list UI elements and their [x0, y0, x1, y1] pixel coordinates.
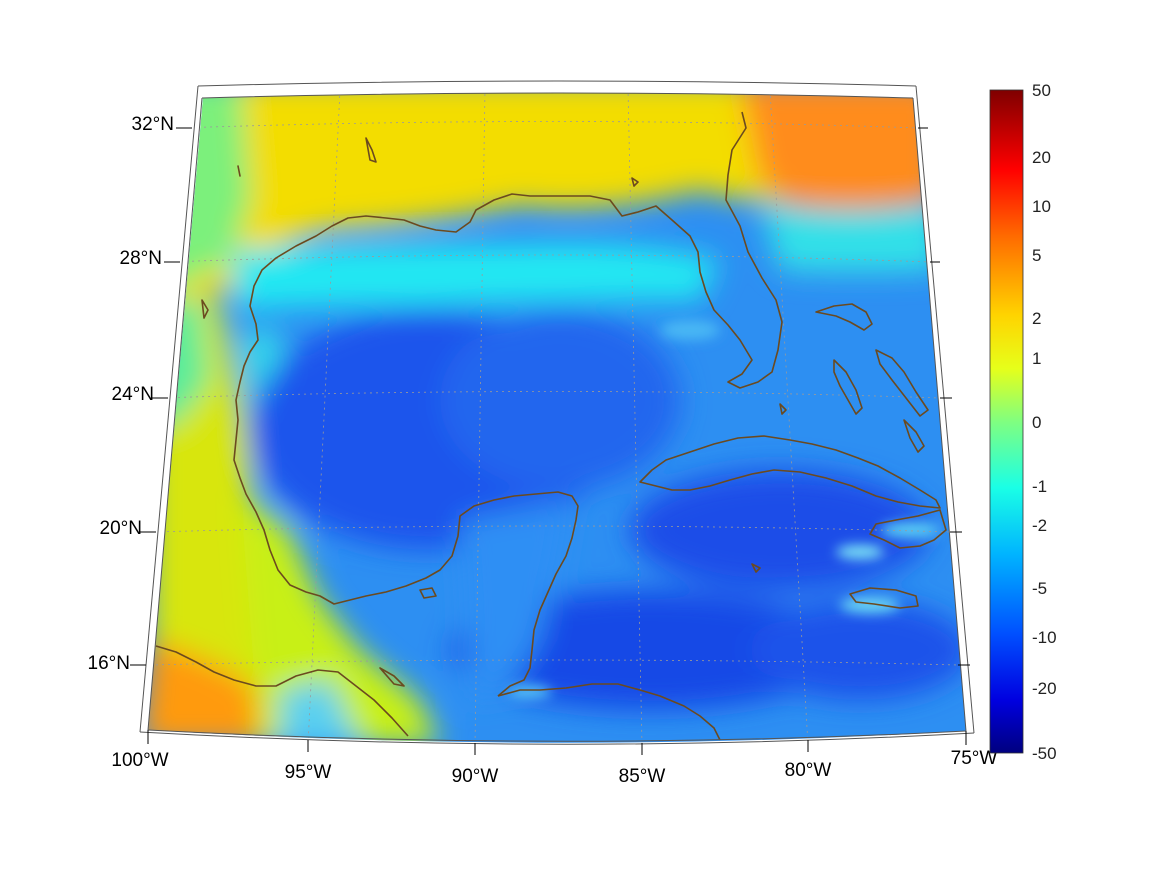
- lon-label-100w: 100°W: [111, 750, 168, 771]
- longitude-labels: 100°W 95°W 90°W 85°W 80°W 75°W: [111, 748, 997, 787]
- lon-label-80w: 80°W: [785, 760, 832, 781]
- lat-label-24n: 24°N: [112, 384, 154, 405]
- coastline: [155, 111, 947, 741]
- lon-label-90w: 90°W: [452, 766, 499, 787]
- lon-label-85w: 85°W: [619, 766, 666, 787]
- colorbar-tick-label: 2: [1032, 309, 1041, 328]
- colorbar-tick-label: 5: [1032, 246, 1041, 265]
- graticule: [149, 93, 959, 743]
- colorbar-tick-label: 50: [1032, 81, 1051, 100]
- lat-label-32n: 32°N: [132, 114, 174, 135]
- colorbar-tick-label: -5: [1032, 579, 1047, 598]
- colorbar-tick-label: -10: [1032, 628, 1057, 647]
- colorbar-tick-label: 1: [1032, 349, 1041, 368]
- colorbar-tick-label: -2: [1032, 516, 1047, 535]
- tick-marks: [130, 127, 970, 755]
- lat-label-16n: 16°N: [88, 653, 130, 674]
- colorbar-tick-label: 0: [1032, 413, 1041, 432]
- colorbar-tick-label: 20: [1032, 148, 1051, 167]
- colorbar-tick-label: -50: [1032, 744, 1057, 763]
- lon-label-95w: 95°W: [285, 762, 332, 783]
- colorbar-tick-label: 10: [1032, 197, 1051, 216]
- lon-label-75w: 75°W: [951, 748, 998, 769]
- latitude-labels: 32°N 28°N 24°N 20°N 16°N: [88, 114, 174, 674]
- lat-label-28n: 28°N: [120, 248, 162, 269]
- colorbar-tick-label: -20: [1032, 679, 1057, 698]
- map-frame: [139, 80, 975, 745]
- colorbar-gradient: [989, 89, 1024, 754]
- lat-label-20n: 20°N: [100, 518, 142, 539]
- colorbar-tick-label: -1: [1032, 477, 1047, 496]
